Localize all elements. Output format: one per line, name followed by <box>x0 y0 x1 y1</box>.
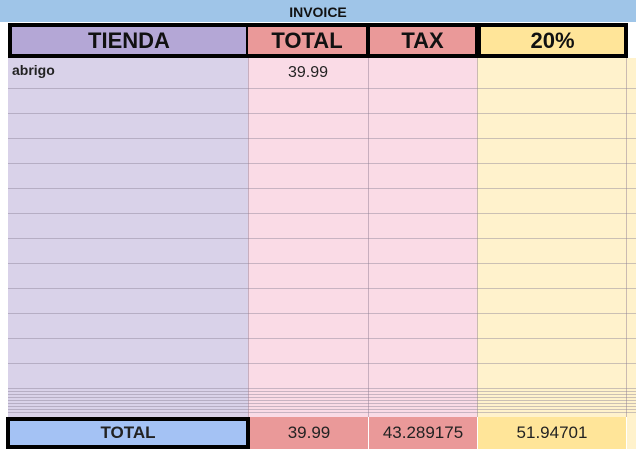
total-pct[interactable]: 51.94701 <box>478 417 626 449</box>
next-column[interactable] <box>626 58 636 417</box>
row-line <box>8 388 636 389</box>
row-line <box>8 88 636 89</box>
row-line <box>8 400 636 401</box>
row-line <box>8 113 636 114</box>
grid-line <box>248 58 249 417</box>
row-line <box>8 238 636 239</box>
grid-line <box>368 58 369 417</box>
row-line <box>8 163 636 164</box>
row-line <box>8 391 636 392</box>
row-line <box>8 397 636 398</box>
row-line <box>8 263 636 264</box>
row-line <box>8 338 636 339</box>
total-tax[interactable]: 43.289175 <box>369 417 477 449</box>
cell-total[interactable]: 39.99 <box>287 64 329 81</box>
total-label[interactable]: TOTAL <box>6 417 250 449</box>
left-margin <box>0 22 8 449</box>
total-sum[interactable]: 39.99 <box>250 417 368 449</box>
row-line <box>8 188 636 189</box>
row-line <box>8 313 636 314</box>
row-line <box>8 363 636 364</box>
row-line <box>8 406 636 407</box>
row-line <box>8 403 636 404</box>
total-next[interactable] <box>627 417 636 449</box>
header-pct[interactable]: 20% <box>477 23 628 58</box>
row-line <box>8 213 636 214</box>
row-line <box>8 412 636 413</box>
grid-line <box>626 58 627 417</box>
row-line <box>8 288 636 289</box>
header-total[interactable]: TOTAL <box>248 23 370 58</box>
grid-line <box>477 58 478 417</box>
row-line <box>8 138 636 139</box>
invoice-title: INVOICE <box>0 0 636 22</box>
total-tax-columns[interactable] <box>248 58 477 417</box>
pct-column[interactable] <box>477 58 626 417</box>
header-tax[interactable]: TAX <box>366 23 479 58</box>
row-line <box>8 409 636 410</box>
row-line <box>8 394 636 395</box>
header-tienda[interactable]: TIENDA <box>8 23 250 58</box>
cell-tienda[interactable]: abrigo <box>12 62 55 78</box>
tienda-column[interactable] <box>8 58 248 417</box>
